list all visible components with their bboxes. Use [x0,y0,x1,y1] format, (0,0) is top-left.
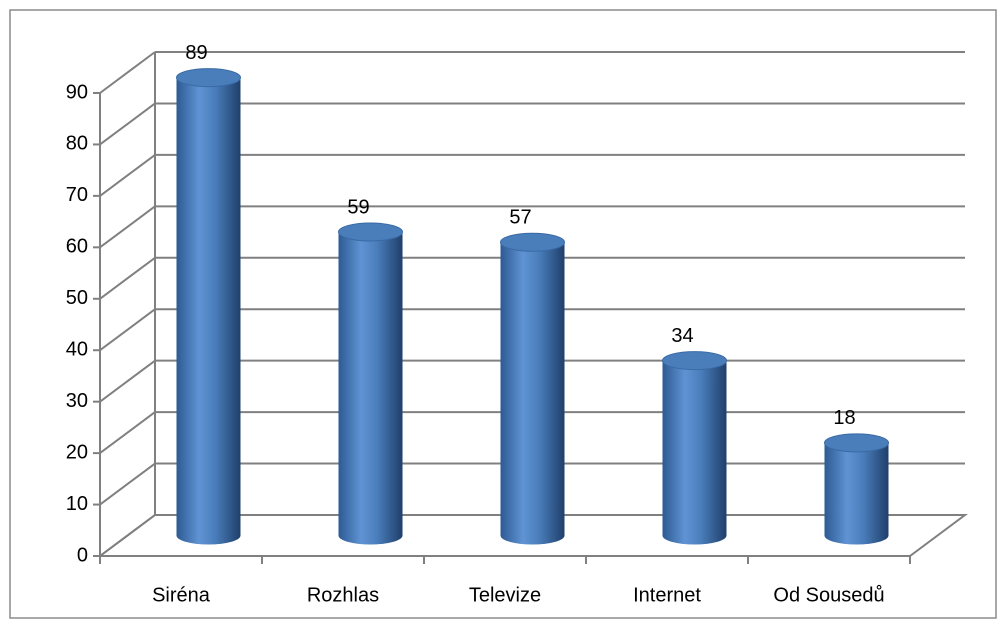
grid-line-side [99,462,156,506]
value-label: 18 [833,407,855,429]
y-tick-label: 70 [66,184,88,206]
grid-line-side [99,359,156,403]
bar-top [662,351,727,371]
y-tick-label: 0 [77,544,88,566]
y-tick-label: 20 [66,441,88,463]
y-tick-label: 60 [66,236,88,258]
grid-line-side [99,411,156,454]
bar [500,233,565,545]
x-tick-label: Internet [633,584,701,606]
bar-top [338,222,403,242]
x-tick-label: Siréna [152,584,211,606]
grid-line-side [99,514,156,557]
value-label: 89 [185,42,207,64]
y-tick-label: 10 [66,493,88,515]
grid-line-side [99,102,156,146]
y-tick-label: 80 [66,133,88,155]
x-tick-label: Od Sousedů [773,584,884,606]
x-tick-label: Rozhlas [307,584,379,606]
y-tick-label: 90 [66,81,88,103]
bar [176,68,241,545]
y-tick-label: 40 [66,339,88,361]
grid-line-side [99,308,156,352]
value-label: 57 [509,207,531,229]
bar [662,351,727,545]
grid-line-side [99,154,156,197]
value-label: 34 [671,325,693,347]
grid-line-side [99,256,156,300]
bar-top [824,433,889,453]
value-label: 59 [347,196,369,218]
grid-line-side [99,51,156,94]
grid-line-side [99,205,156,249]
bar [338,222,403,545]
bar-top [176,68,241,88]
bar [824,433,889,545]
y-tick-label: 50 [66,287,88,309]
bar-top [500,232,565,252]
chart-frame [9,9,997,619]
y-tick-label: 30 [66,390,88,412]
x-tick-label: Televize [469,584,541,606]
